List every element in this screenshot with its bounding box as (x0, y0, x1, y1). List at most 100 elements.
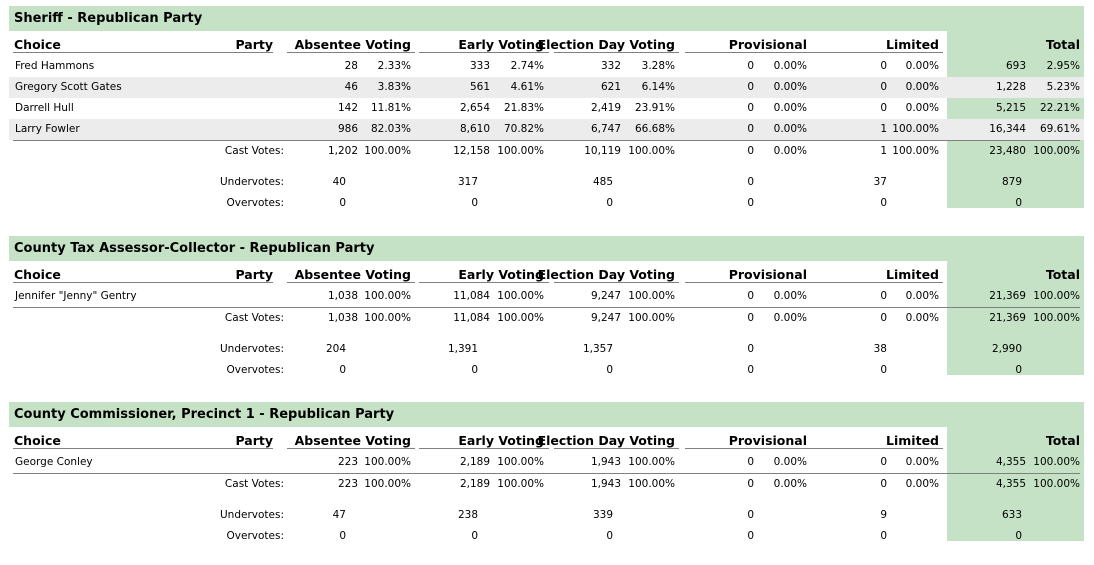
total-count: 5,215 (995, 102, 1026, 114)
header-limited: Limited (886, 37, 939, 52)
early-count: 8,610 (459, 123, 490, 135)
prov-over-count: 0 (747, 197, 754, 209)
candidate-name: Fred Hammons (15, 60, 95, 72)
undervotes-label: Undervotes: (219, 343, 284, 355)
cast-separator (13, 473, 1080, 474)
eday-count: 9,247 (590, 290, 621, 302)
eday-cast-count: 10,119 (584, 145, 621, 157)
candidate-row: George Conley 223 100.00% 2,189 100.00% 1,943… (9, 452, 1084, 473)
header-party: Party (235, 267, 273, 282)
lim-under-count: 38 (873, 343, 887, 355)
header-underline (554, 52, 679, 53)
total-percent: 5.23% (1046, 81, 1080, 93)
eday-count: 6,747 (590, 123, 621, 135)
eday-cast-percent: 100.00% (628, 145, 675, 157)
abs-percent: 2.33% (377, 60, 411, 72)
total-count: 16,344 (989, 123, 1026, 135)
cast-votes-row: Cast Votes: 1,038 100.00% 11,084 100.00% 9,24… (9, 308, 1084, 329)
candidate-name: Larry Fowler (15, 123, 80, 135)
early-cast-percent: 100.00% (497, 312, 544, 324)
lim-count: 1 (880, 123, 887, 135)
total-over-count: 0 (1015, 197, 1022, 209)
early-count: 333 (469, 60, 490, 72)
total-count: 693 (1005, 60, 1026, 72)
candidate-row: Gregory Scott Gates 46 3.83% 561 4.61% 621 6.1… (9, 77, 1084, 98)
header-early: Early Voting (458, 433, 544, 448)
abs-percent: 11.81% (370, 102, 411, 114)
eday-cast-count: 9,247 (590, 312, 621, 324)
header-provisional: Provisional (728, 433, 807, 448)
early-percent: 100.00% (497, 456, 544, 468)
lim-count: 0 (880, 290, 887, 302)
cast-votes-row: Cast Votes: 223 100.00% 2,189 100.00% 1,943 10… (9, 474, 1084, 495)
early-percent: 70.82% (503, 123, 544, 135)
early-under-count: 1,391 (447, 343, 478, 355)
early-cast-percent: 100.00% (497, 145, 544, 157)
eday-count: 2,419 (590, 102, 621, 114)
header-underline (419, 52, 549, 53)
candidate-row: Jennifer "Jenny" Gentry 1,038 100.00% 11,08… (9, 286, 1084, 307)
prov-percent: 0.00% (773, 123, 807, 135)
header-underline (685, 52, 943, 53)
eday-count: 621 (600, 81, 621, 93)
abs-under-count: 204 (325, 343, 346, 355)
total-percent: 100.00% (1033, 456, 1080, 468)
candidate-row: Larry Fowler 986 82.03% 8,610 70.82% 6,747 66.… (9, 119, 1084, 140)
early-cast-percent: 100.00% (497, 478, 544, 490)
eday-cast-count: 1,943 (590, 478, 621, 490)
header-underline (287, 448, 415, 449)
abs-count: 28 (344, 60, 358, 72)
abs-count: 142 (337, 102, 358, 114)
overvotes-label: Overvotes: (226, 364, 284, 376)
prov-cast-percent: 0.00% (773, 145, 807, 157)
header-limited: Limited (886, 433, 939, 448)
lim-cast-count: 0 (880, 478, 887, 490)
lim-cast-count: 1 (880, 145, 887, 157)
undervotes-row: Undervotes: 47 238 339 0 9 633 (9, 505, 1084, 526)
lim-cast-percent: 0.00% (905, 478, 939, 490)
abs-count: 986 (337, 123, 358, 135)
lim-percent: 0.00% (905, 456, 939, 468)
candidate-name: Gregory Scott Gates (15, 81, 122, 93)
early-count: 561 (469, 81, 490, 93)
total-count: 1,228 (995, 81, 1026, 93)
header-absentee: Absentee Voting (294, 37, 411, 52)
header-early: Early Voting (458, 267, 544, 282)
cast-separator (13, 307, 1080, 308)
prov-count: 0 (747, 60, 754, 72)
eday-over-count: 0 (606, 364, 613, 376)
lim-percent: 0.00% (905, 290, 939, 302)
lim-percent: 0.00% (905, 60, 939, 72)
header-party: Party (235, 433, 273, 448)
prov-percent: 0.00% (773, 102, 807, 114)
total-percent: 22.21% (1039, 102, 1080, 114)
eday-percent: 100.00% (628, 290, 675, 302)
total-cast-count: 4,355 (995, 478, 1026, 490)
prov-under-count: 0 (747, 343, 754, 355)
abs-over-count: 0 (339, 530, 346, 542)
race-block: Sheriff - Republican Party Choice Party Abs… (9, 6, 1084, 209)
abs-over-count: 0 (339, 364, 346, 376)
lim-over-count: 0 (880, 364, 887, 376)
lim-cast-percent: 0.00% (905, 312, 939, 324)
header-underline (13, 448, 273, 449)
total-over-count: 0 (1015, 364, 1022, 376)
candidate-name: Jennifer "Jenny" Gentry (15, 290, 137, 302)
total-column-band (947, 427, 1084, 541)
overvotes-row: Overvotes: 0 0 0 0 0 0 (9, 193, 1084, 214)
lim-percent: 0.00% (905, 81, 939, 93)
header-limited: Limited (886, 267, 939, 282)
abs-cast-count: 1,038 (327, 312, 358, 324)
undervotes-label: Undervotes: (219, 176, 284, 188)
header-choice: Choice (14, 433, 61, 448)
prov-over-count: 0 (747, 364, 754, 376)
early-under-count: 317 (457, 176, 478, 188)
lim-under-count: 9 (880, 509, 887, 521)
early-cast-count: 11,084 (453, 312, 490, 324)
abs-cast-count: 1,202 (327, 145, 358, 157)
lim-percent: 0.00% (905, 102, 939, 114)
lim-under-count: 37 (873, 176, 887, 188)
early-percent: 21.83% (503, 102, 544, 114)
abs-cast-percent: 100.00% (364, 478, 411, 490)
candidate-name: George Conley (15, 456, 93, 468)
